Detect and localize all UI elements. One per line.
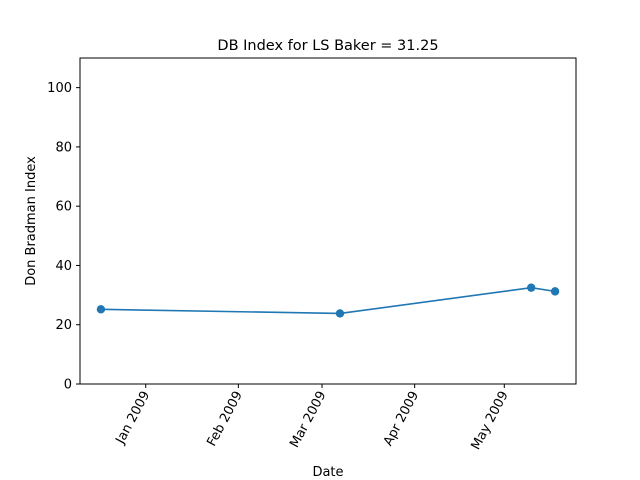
- chart-title: DB Index for LS Baker = 31.25: [217, 38, 438, 54]
- data-point: [335, 309, 345, 318]
- y-tick-label: 40: [55, 259, 72, 274]
- y-tick-label: 0: [64, 378, 72, 393]
- data-point: [96, 305, 106, 314]
- data-point: [526, 283, 536, 292]
- x-axis-label: Date: [312, 465, 343, 480]
- y-axis-label: Don Bradman Index: [24, 156, 39, 286]
- y-tick-label: 60: [55, 200, 72, 215]
- plot-frame: [79, 57, 577, 385]
- y-tick-label: 100: [47, 81, 72, 96]
- data-point: [550, 287, 560, 296]
- series-line: [100, 286, 556, 315]
- y-tick-label: 20: [55, 318, 72, 333]
- y-tick-label: 80: [55, 140, 72, 155]
